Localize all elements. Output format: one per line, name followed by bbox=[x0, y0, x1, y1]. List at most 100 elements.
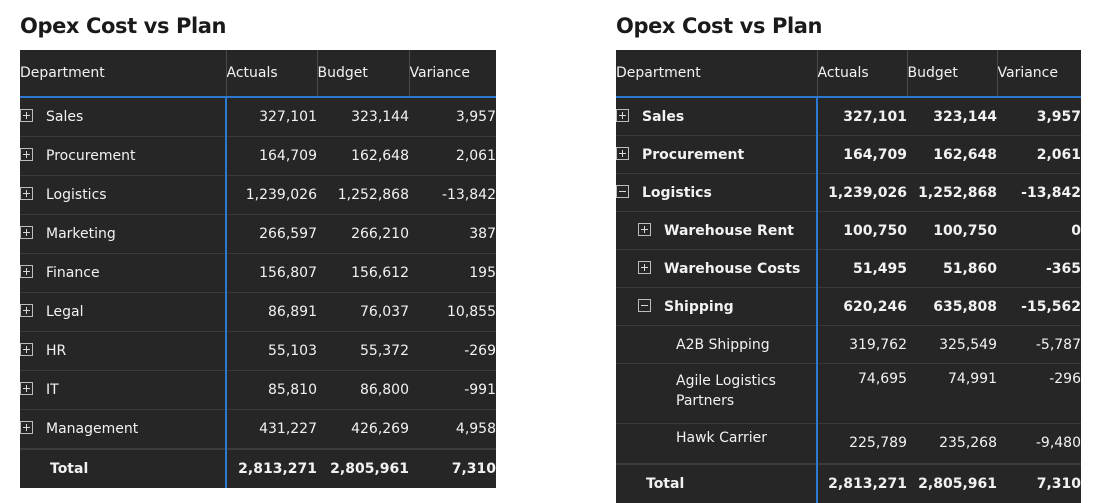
collapse-minus-icon[interactable] bbox=[616, 184, 629, 198]
expand-plus-icon[interactable] bbox=[638, 222, 651, 236]
table-row-management[interactable]: Management 431,227 426,269 4,958 bbox=[20, 409, 496, 450]
row-label: Warehouse Costs bbox=[664, 260, 801, 277]
total-variance: 7,310 bbox=[409, 448, 496, 488]
expand-plus-icon[interactable] bbox=[20, 226, 33, 239]
variance-cell: -991 bbox=[409, 370, 496, 410]
left-visual-title: Opex Cost vs Plan bbox=[20, 14, 227, 38]
table-row-logistics[interactable]: Logistics 1,239,026 1,252,868 -13,842 bbox=[20, 175, 496, 215]
expand-plus-icon[interactable] bbox=[20, 265, 33, 278]
row-label: Sales bbox=[642, 108, 685, 125]
actuals-cell: 1,239,026 bbox=[225, 175, 317, 215]
actuals-cell: 55,103 bbox=[225, 331, 317, 371]
column-header-actuals[interactable]: Actuals bbox=[817, 50, 908, 98]
row-header: A2B Shipping bbox=[616, 325, 817, 364]
row-label: Management bbox=[46, 421, 139, 437]
actuals-cell: 431,227 bbox=[225, 409, 317, 450]
row-header: Logistics bbox=[20, 175, 226, 215]
budget-cell: 635,808 bbox=[907, 287, 997, 326]
left-matrix-table: Department Actuals Budget Variance Sales… bbox=[20, 50, 496, 488]
expand-plus-icon[interactable] bbox=[20, 382, 33, 395]
table-row-marketing[interactable]: Marketing 266,597 266,210 387 bbox=[20, 214, 496, 254]
row-header: Warehouse Rent bbox=[616, 211, 817, 250]
expand-plus-icon[interactable] bbox=[20, 304, 33, 317]
table-row-logistics[interactable]: Logistics 1,239,026 1,252,868 -13,842 bbox=[616, 173, 1081, 212]
expand-plus-icon[interactable] bbox=[20, 109, 33, 122]
expand-plus-icon[interactable] bbox=[616, 108, 629, 122]
variance-cell: 3,957 bbox=[997, 97, 1081, 136]
column-header-budget[interactable]: Budget bbox=[907, 50, 998, 98]
table-row-shipping[interactable]: Shipping 620,246 635,808 -15,562 bbox=[616, 287, 1081, 326]
variance-cell: 387 bbox=[409, 214, 496, 254]
actuals-cell: 100,750 bbox=[816, 211, 907, 250]
total-row: Total 2,813,271 2,805,961 7,310 bbox=[20, 448, 496, 488]
variance-cell: 2,061 bbox=[409, 136, 496, 176]
table-row-sales[interactable]: Sales 327,101 323,144 3,957 bbox=[616, 97, 1081, 136]
column-header-budget[interactable]: Budget bbox=[317, 50, 410, 98]
expand-plus-icon[interactable] bbox=[616, 146, 629, 160]
expand-plus-icon[interactable] bbox=[20, 187, 33, 200]
budget-cell: 1,252,868 bbox=[907, 173, 997, 212]
row-label: Warehouse Rent bbox=[664, 222, 794, 239]
column-header-department[interactable]: Department bbox=[616, 50, 818, 98]
variance-cell: -365 bbox=[997, 249, 1081, 288]
row-header: Warehouse Costs bbox=[616, 249, 817, 288]
actuals-cell: 74,695 bbox=[816, 363, 907, 424]
table-row-warehouse-rent[interactable]: Warehouse Rent 100,750 100,750 0 bbox=[616, 211, 1081, 250]
expand-plus-icon[interactable] bbox=[20, 148, 33, 161]
total-actuals: 2,813,271 bbox=[816, 463, 907, 503]
row-label: HR bbox=[46, 343, 67, 359]
actuals-cell: 319,762 bbox=[816, 325, 907, 364]
table-row-procurement[interactable]: Procurement 164,709 162,648 2,061 bbox=[616, 135, 1081, 174]
actuals-cell: 156,807 bbox=[225, 253, 317, 293]
budget-cell: 323,144 bbox=[907, 97, 997, 136]
variance-cell: 4,958 bbox=[409, 409, 496, 450]
variance-cell: 10,855 bbox=[409, 292, 496, 332]
variance-cell: -296 bbox=[997, 363, 1081, 424]
expand-plus-icon[interactable] bbox=[638, 260, 651, 274]
row-label: A2B Shipping bbox=[676, 336, 770, 353]
row-header: Logistics bbox=[616, 173, 817, 212]
expand-plus-icon[interactable] bbox=[20, 421, 33, 434]
table-row-hawk-carrier[interactable]: Hawk Carrier 225,789 235,268 -9,480 bbox=[616, 423, 1081, 465]
budget-cell: 325,549 bbox=[907, 325, 997, 364]
budget-cell: 76,037 bbox=[317, 292, 409, 332]
total-row: Total 2,813,271 2,805,961 7,310 bbox=[616, 463, 1081, 503]
expand-plus-icon[interactable] bbox=[20, 343, 33, 356]
table-row-sales[interactable]: Sales 327,101 323,144 3,957 bbox=[20, 97, 496, 137]
variance-cell: -13,842 bbox=[409, 175, 496, 215]
actuals-cell: 164,709 bbox=[225, 136, 317, 176]
column-header-actuals[interactable]: Actuals bbox=[226, 50, 318, 98]
budget-cell: 74,991 bbox=[907, 363, 997, 424]
table-row-warehouse-costs[interactable]: Warehouse Costs 51,495 51,860 -365 bbox=[616, 249, 1081, 288]
budget-cell: 100,750 bbox=[907, 211, 997, 250]
row-header: HR bbox=[20, 331, 226, 371]
variance-cell: -5,787 bbox=[997, 325, 1081, 364]
total-actuals: 2,813,271 bbox=[225, 448, 317, 488]
collapse-minus-icon[interactable] bbox=[638, 298, 651, 312]
row-header: Hawk Carrier bbox=[616, 423, 817, 465]
actuals-cell: 225,789 bbox=[816, 423, 907, 465]
column-header-variance[interactable]: Variance bbox=[409, 50, 496, 98]
column-header-department[interactable]: Department bbox=[20, 50, 227, 98]
variance-cell: -9,480 bbox=[997, 423, 1081, 465]
row-header: Agile Logistics Partners bbox=[616, 363, 817, 424]
table-row-agile-logistics-partners[interactable]: Agile Logistics Partners 74,695 74,991 -… bbox=[616, 363, 1081, 424]
table-row-hr[interactable]: HR 55,103 55,372 -269 bbox=[20, 331, 496, 371]
row-label: Procurement bbox=[642, 146, 745, 163]
total-budget: 2,805,961 bbox=[317, 448, 409, 488]
table-row-it[interactable]: IT 85,810 86,800 -991 bbox=[20, 370, 496, 410]
variance-cell: -13,842 bbox=[997, 173, 1081, 212]
actuals-cell: 327,101 bbox=[225, 97, 317, 137]
table-row-legal[interactable]: Legal 86,891 76,037 10,855 bbox=[20, 292, 496, 332]
table-row-a2b-shipping[interactable]: A2B Shipping 319,762 325,549 -5,787 bbox=[616, 325, 1081, 364]
row-label: Shipping bbox=[664, 298, 734, 315]
row-label: Agile Logistics Partners bbox=[676, 373, 776, 409]
variance-cell: -269 bbox=[409, 331, 496, 371]
actuals-cell: 327,101 bbox=[816, 97, 907, 136]
actuals-cell: 620,246 bbox=[816, 287, 907, 326]
actuals-cell: 1,239,026 bbox=[816, 173, 907, 212]
header-row: Department Actuals Budget Variance bbox=[20, 50, 496, 98]
table-row-finance[interactable]: Finance 156,807 156,612 195 bbox=[20, 253, 496, 293]
table-row-procurement[interactable]: Procurement 164,709 162,648 2,061 bbox=[20, 136, 496, 176]
column-header-variance[interactable]: Variance bbox=[997, 50, 1081, 98]
